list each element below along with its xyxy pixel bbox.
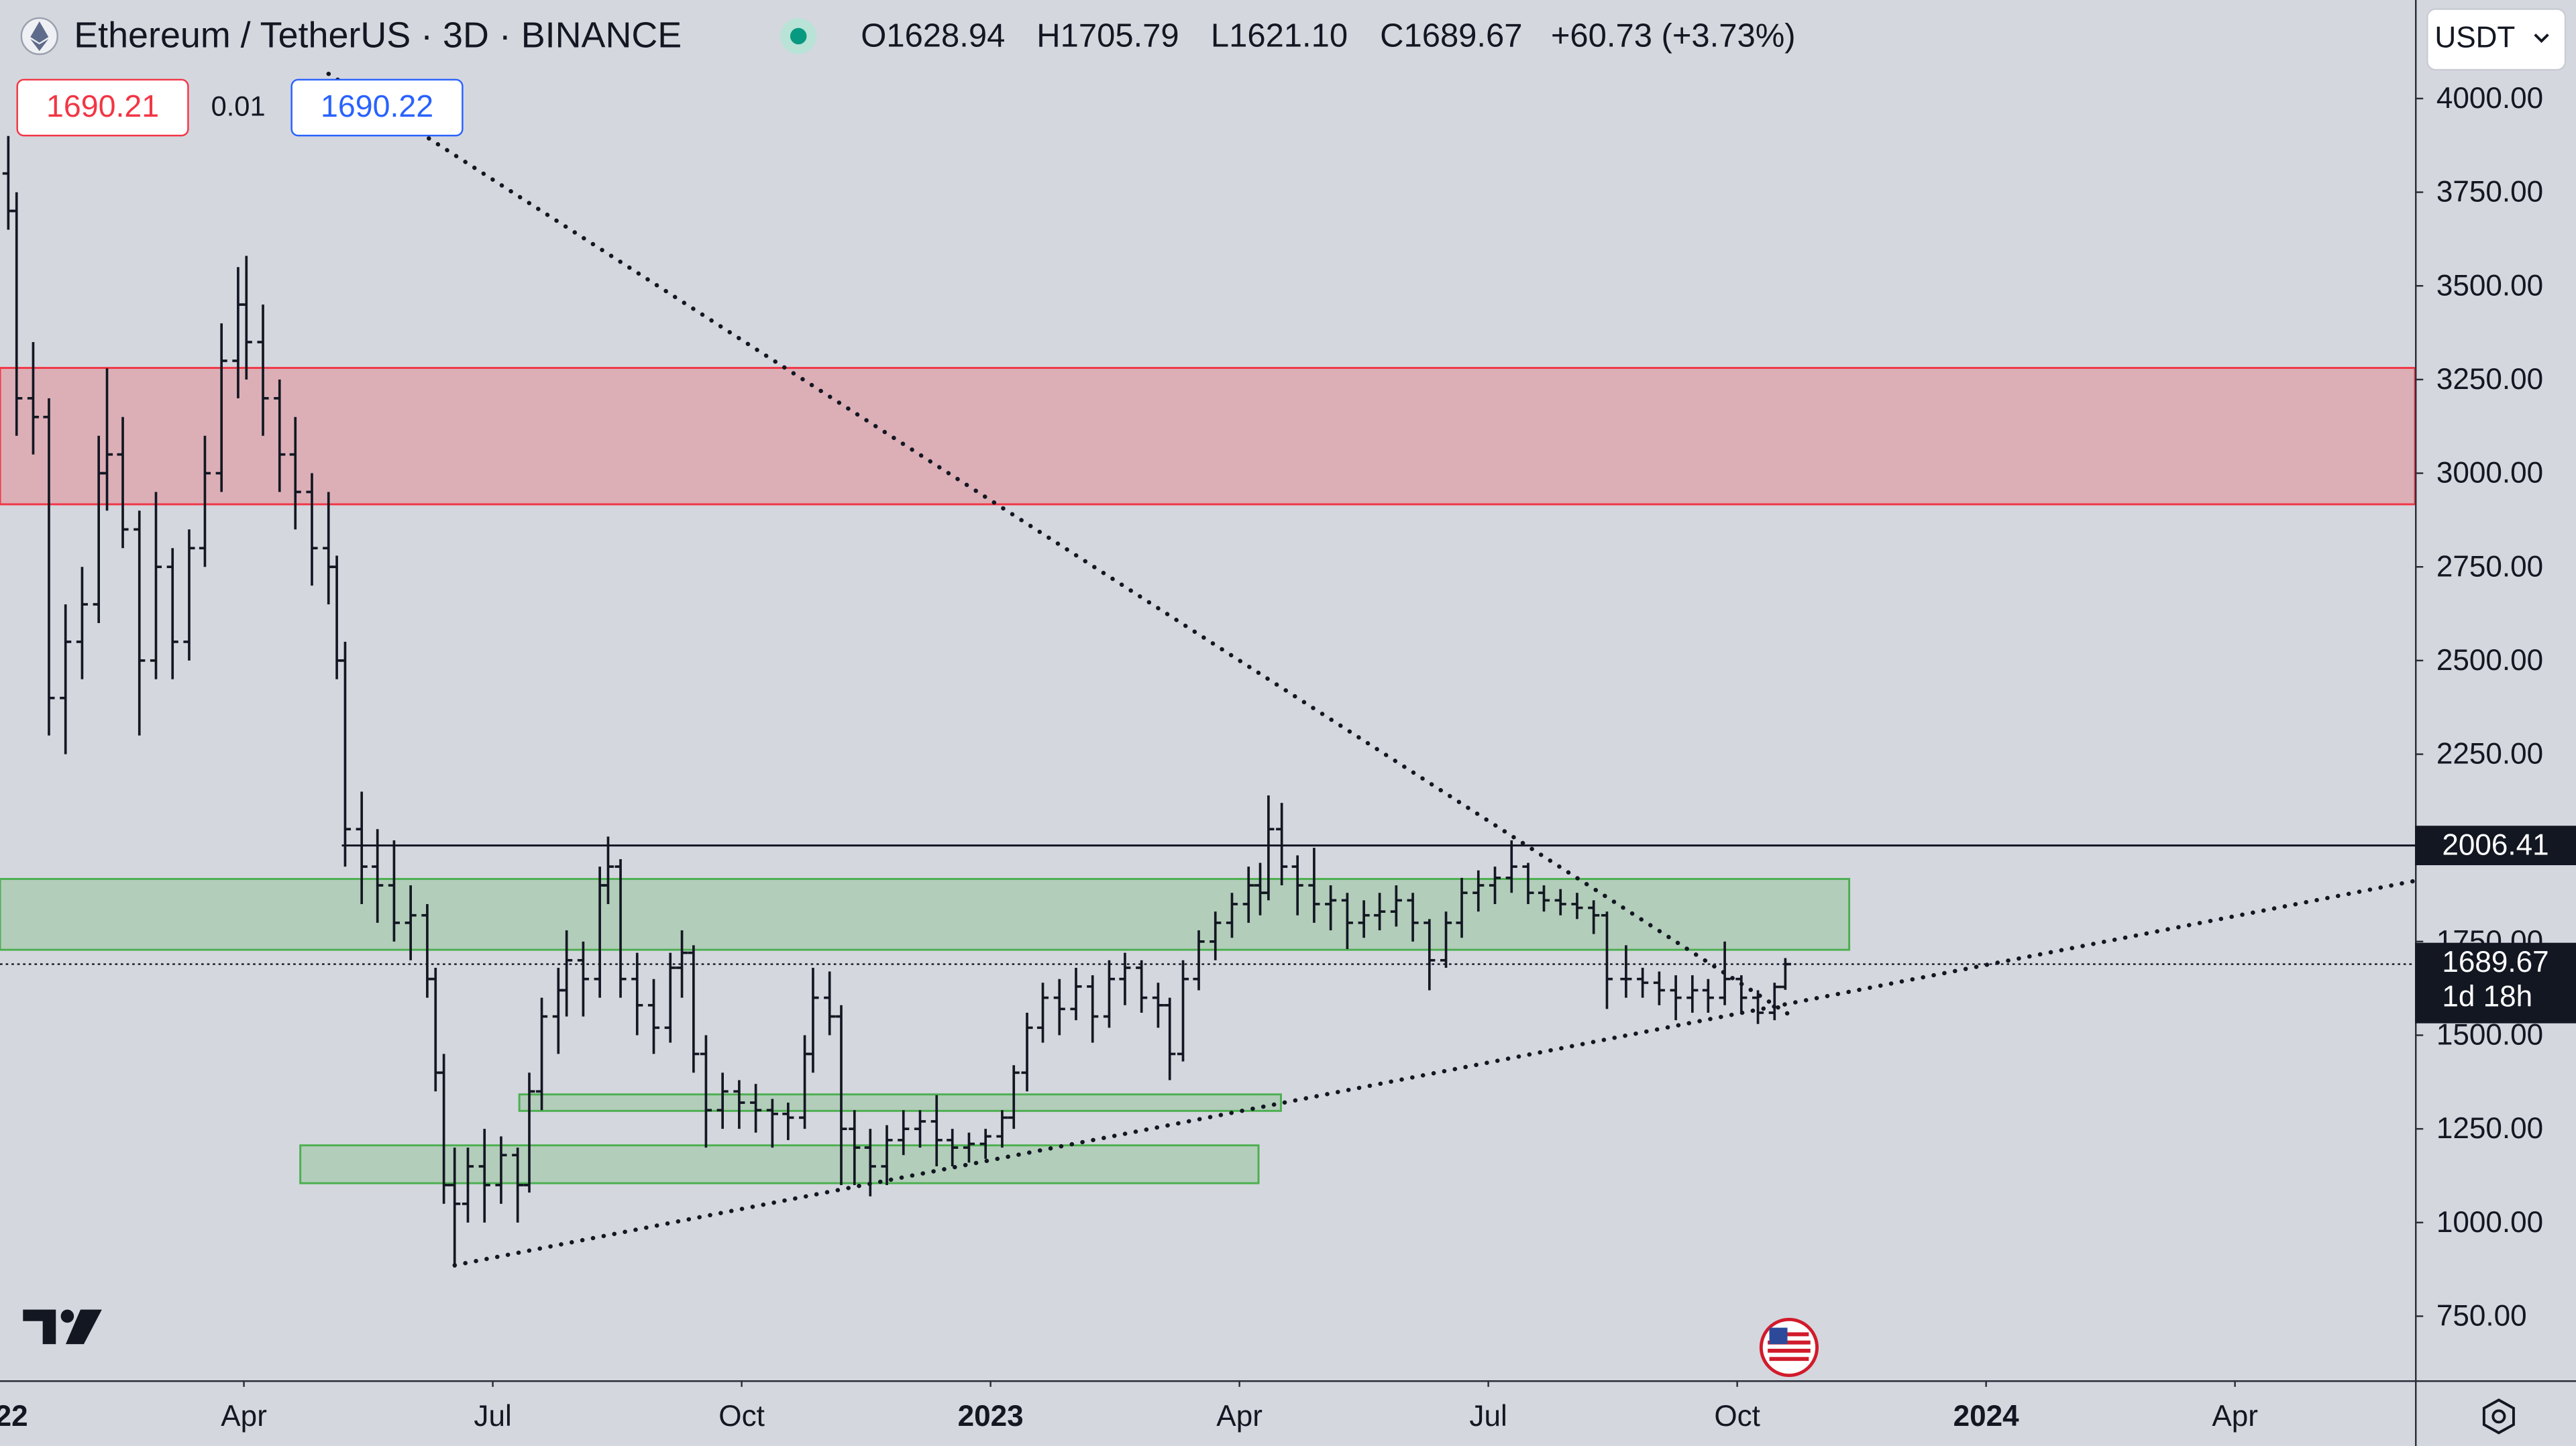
y-tick-label: 4000.00: [2436, 82, 2543, 115]
low-value: L1621.10: [1211, 17, 1348, 54]
symbol-header: Ethereum / TetherUS · 3D · BINANCE O1628…: [20, 15, 1796, 56]
y-tick-label: 750.00: [2436, 1300, 2527, 1333]
market-status-dot: [790, 27, 807, 45]
logo-part: [60, 1309, 74, 1323]
x-tick-label: Apr: [1216, 1400, 1263, 1433]
zone: [0, 878, 1851, 951]
y-tick-label: 3500.00: [2436, 269, 2543, 302]
bar-countdown: 1d 18h: [2442, 981, 2532, 1013]
level-price-label: 2006.41: [2442, 829, 2548, 862]
y-tick-label: 2750.00: [2436, 550, 2543, 583]
currency-box[interactable]: [2426, 8, 2567, 71]
sell-button[interactable]: [16, 78, 189, 137]
last-price-box: [2415, 942, 2576, 1023]
spread: 0.01: [211, 91, 266, 122]
x-tick-label: 2024: [1953, 1400, 2020, 1433]
close-value: C1689.67: [1380, 17, 1522, 54]
trendline: [452, 879, 2415, 1268]
x-tick-label: Apr: [221, 1400, 267, 1433]
last-price-label: 1689.67: [2442, 946, 2548, 979]
x-tick-label: Apr: [2212, 1400, 2258, 1433]
high-value: H1705.79: [1036, 17, 1179, 54]
tradingview-logo: [23, 1309, 102, 1345]
currency-dropdown[interactable]: USDT: [2426, 8, 2567, 71]
y-tick-label: 3250.00: [2436, 363, 2543, 396]
settings-icon[interactable]: [2482, 1398, 2515, 1435]
zone: [518, 1093, 1282, 1112]
level-price-box: [2415, 826, 2576, 866]
plot-area: [0, 71, 2415, 1268]
y-tick-label: 2500.00: [2436, 644, 2543, 677]
x-tick-label: Oct: [718, 1400, 765, 1433]
flag-stripes: [1768, 1332, 1811, 1361]
y-tick-label: 1500.00: [2436, 1019, 2543, 1052]
x-tick-label: 2023: [958, 1400, 1024, 1433]
y-tick-label: 2250.00: [2436, 738, 2543, 771]
quote-panel: 1690.21 0.01 1690.22: [16, 78, 464, 137]
events-flag[interactable]: [1759, 1317, 1819, 1378]
dropdown-chevron: [2534, 34, 2549, 44]
bid-price: 1690.21: [46, 89, 159, 123]
logo-part: [23, 1309, 56, 1345]
axes: 750.001000.001250.001500.001750.002000.0…: [0, 82, 2576, 1433]
chart-title: Ethereum / TetherUS · 3D · BINANCE: [74, 15, 682, 56]
change-value: +60.73 (+3.73%): [1551, 17, 1796, 54]
currency-label: USDT: [2434, 21, 2515, 54]
trendline: [326, 71, 1792, 1018]
flag-canton: [1769, 1327, 1788, 1345]
y-tick-label: 3000.00: [2436, 457, 2543, 490]
ethereum-logo: [30, 21, 49, 51]
x-tick-label: Jul: [474, 1400, 511, 1433]
logo-part: [65, 1309, 102, 1345]
open-value: O1628.94: [861, 17, 1005, 54]
y-tick-label: 1250.00: [2436, 1112, 2543, 1145]
gear-center: [2491, 1409, 2506, 1424]
y-tick-label: 1000.00: [2436, 1206, 2543, 1239]
x-tick-label: 2022: [0, 1400, 28, 1433]
x-tick-label: Jul: [1469, 1400, 1507, 1433]
y-tick-label: 3750.00: [2436, 176, 2543, 209]
zone: [0, 367, 2415, 506]
x-tick-label: Oct: [1714, 1400, 1760, 1433]
ask-price: 1690.22: [321, 89, 433, 123]
buy-button[interactable]: [290, 78, 464, 137]
gear-outline[interactable]: [2482, 1398, 2515, 1435]
zone: [299, 1144, 1260, 1184]
